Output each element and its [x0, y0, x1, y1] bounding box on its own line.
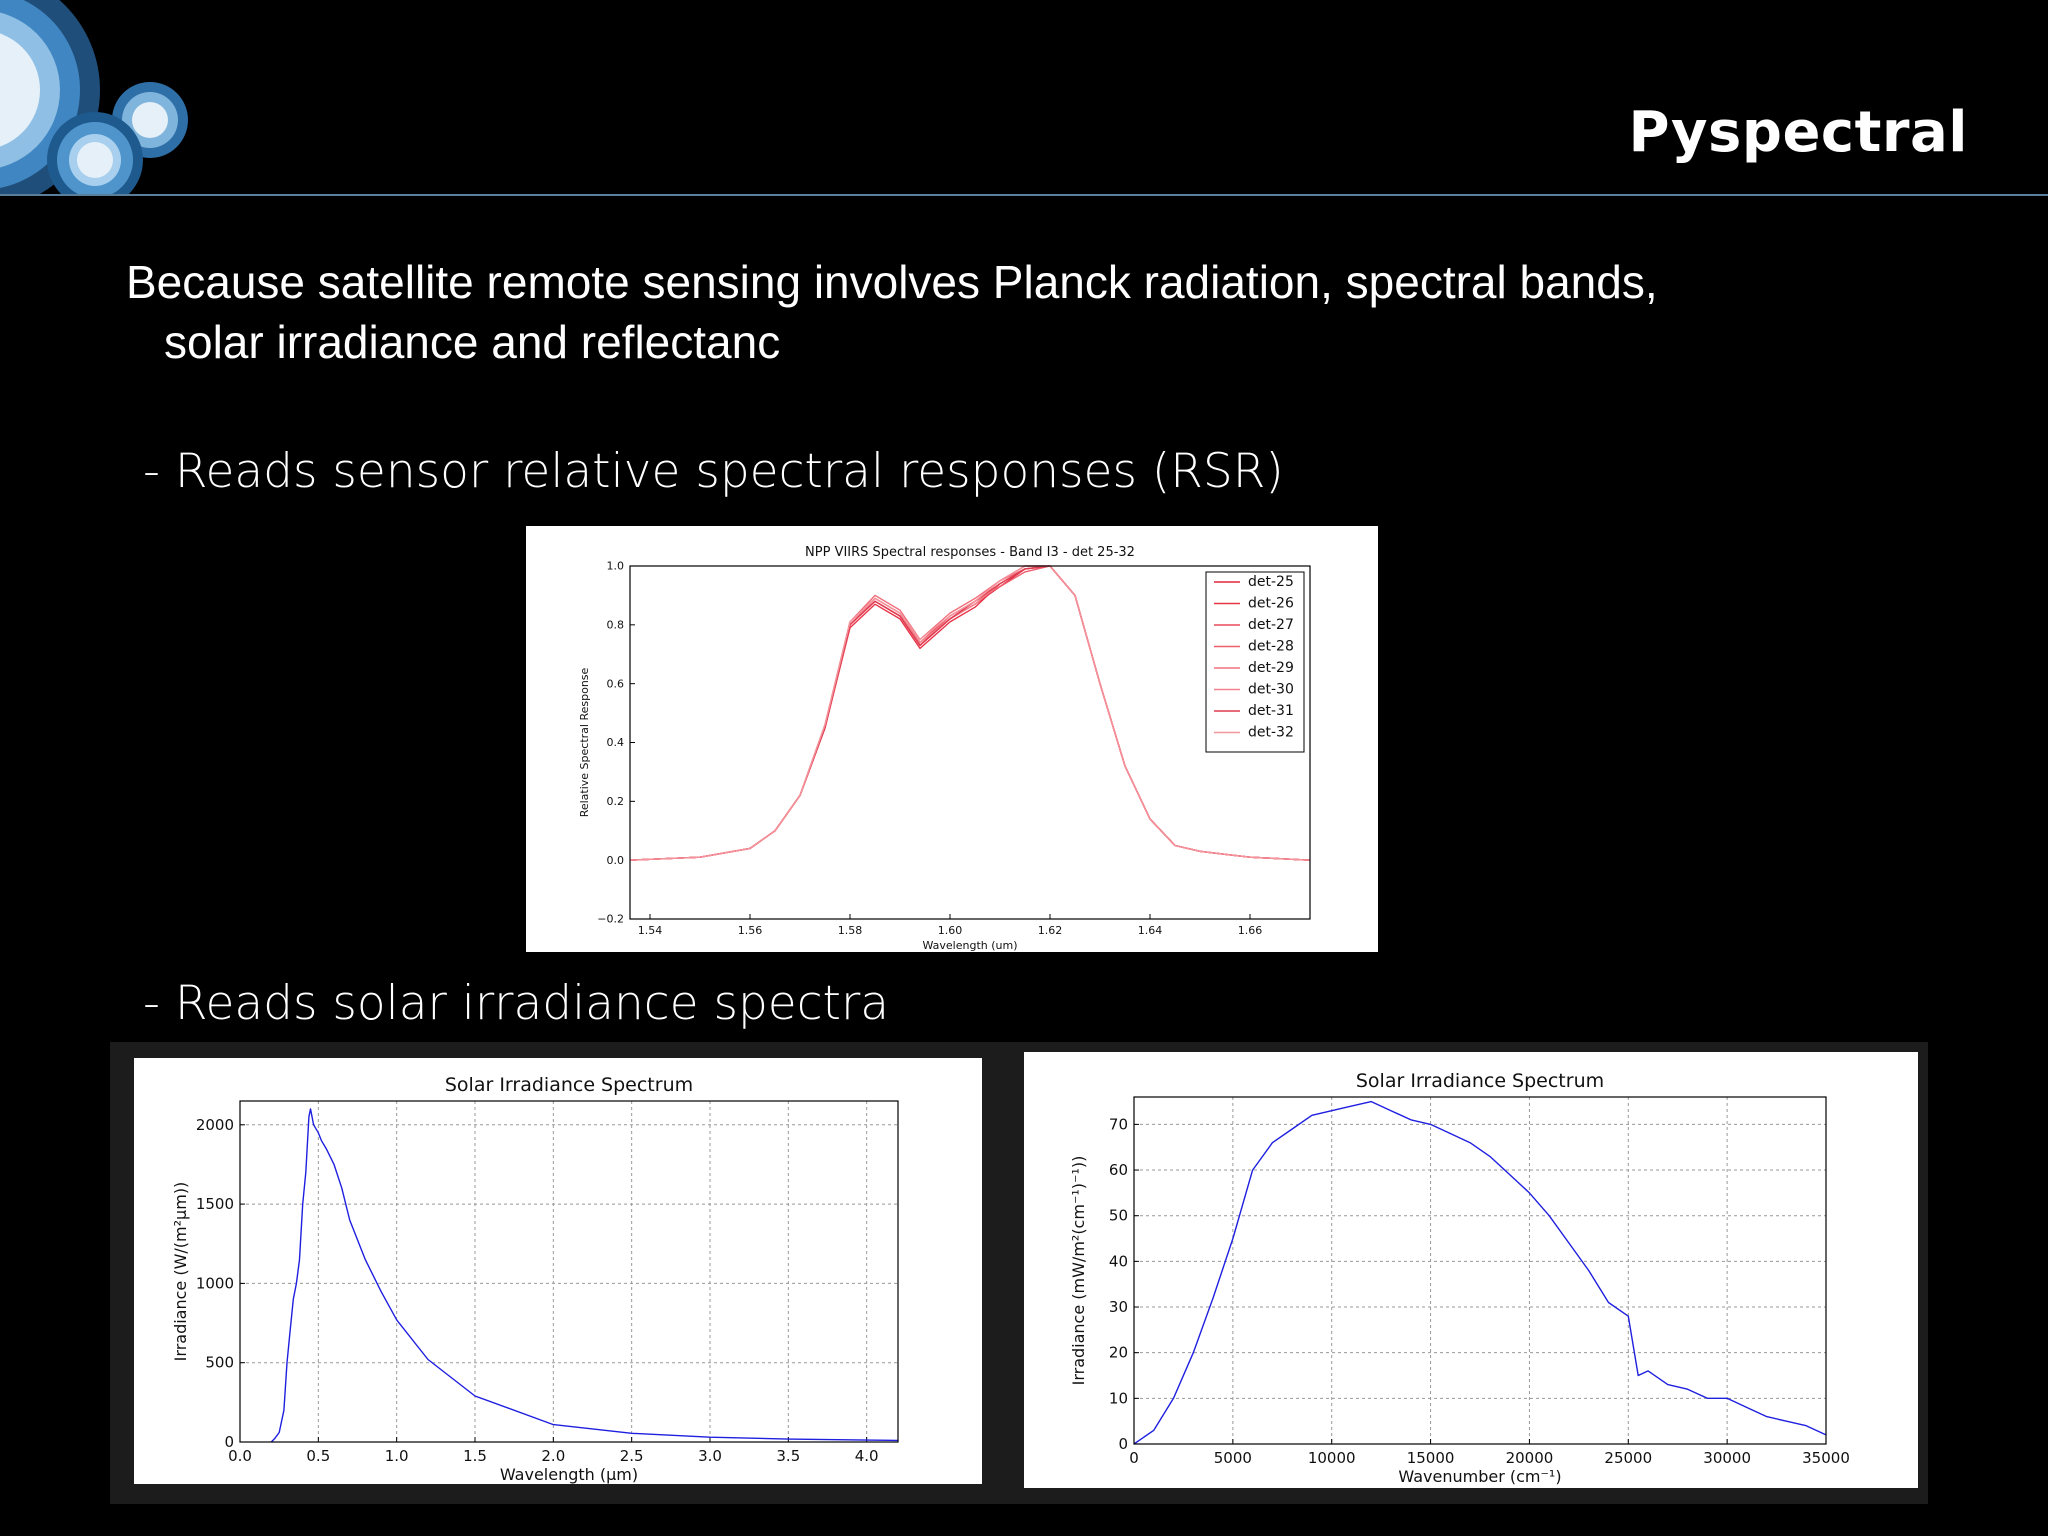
legend-label: det-29 — [1248, 660, 1294, 676]
y-tick-label: 0.4 — [607, 736, 625, 749]
y-tick-label: 2000 — [196, 1116, 234, 1134]
x-tick-label: 3.0 — [698, 1447, 722, 1465]
x-tick-label: 1.54 — [638, 924, 663, 937]
y-tick-label: 1000 — [196, 1274, 234, 1292]
x-tick-label: 0.0 — [228, 1447, 252, 1465]
y-tick-label: 70 — [1109, 1115, 1128, 1133]
concentric-circles-logo — [0, 0, 188, 196]
x-axis-label: Wavenumber (cm⁻¹) — [1398, 1467, 1561, 1486]
y-axis-label: Irradiance (mW/m²(cm⁻¹)⁻¹)) — [1069, 1156, 1088, 1386]
y-tick-label: −0.2 — [597, 913, 624, 926]
solar-wavenumber-chart: Solar Irradiance Spectrum 0 5000 10000 15000… — [1069, 1070, 1850, 1486]
chart-title: Solar Irradiance Spectrum — [445, 1074, 693, 1096]
y-tick-label: 0.2 — [607, 795, 625, 808]
y-tick-label: 0.0 — [607, 854, 625, 867]
bullet-solar: - Reads solar irradiance spectra — [143, 976, 890, 1031]
x-tick-label: 1.60 — [938, 924, 963, 937]
solar-wavelength-figure: Solar Irradiance Spectrum 0.0 0.5 1.0 1.5 2.0… — [134, 1058, 982, 1484]
solar-wavenumber-figure: Solar Irradiance Spectrum 0 5000 10000 15000… — [1024, 1052, 1918, 1488]
x-tick-label: 30000 — [1703, 1449, 1751, 1467]
legend-label: det-32 — [1248, 725, 1294, 741]
legend-label: det-31 — [1248, 703, 1294, 719]
x-tick-label: 1.64 — [1138, 924, 1163, 937]
intro-text: Because satellite remote sensing involve… — [126, 252, 1966, 372]
x-tick-label: 2.5 — [620, 1447, 644, 1465]
y-axis-label: Irradiance (W/(m²μm)) — [171, 1182, 190, 1362]
x-tick-label: 1.0 — [385, 1447, 409, 1465]
slide-title: Pyspectral — [1628, 100, 1968, 165]
x-tick-label: 3.5 — [776, 1447, 800, 1465]
x-tick-label: 20000 — [1506, 1449, 1554, 1467]
x-tick-label: 1.66 — [1238, 924, 1263, 937]
legend-label: det-26 — [1248, 596, 1294, 612]
y-tick-label: 0.8 — [607, 619, 625, 632]
y-tick-label: 50 — [1109, 1207, 1128, 1225]
y-tick-label: 0.6 — [607, 677, 625, 690]
y-tick-label: 1.0 — [607, 560, 625, 573]
x-tick-label: 35000 — [1802, 1449, 1850, 1467]
bullet-rsr: - Reads sensor relative spectral respons… — [143, 444, 1284, 499]
series-line — [629, 565, 1311, 861]
x-axis-label: Wavelength (um) — [922, 939, 1017, 952]
x-tick-label: 1.58 — [838, 924, 863, 937]
plot-frame — [239, 1100, 899, 1443]
series-line — [1133, 1100, 1827, 1445]
rsr-chart: NPP VIIRS Spectral responses - Band I3 -… — [578, 545, 1311, 952]
y-axis-label: Relative Spectral Response — [578, 667, 591, 817]
plot-frame — [1133, 1096, 1827, 1445]
chart-title: NPP VIIRS Spectral responses - Band I3 -… — [805, 545, 1135, 560]
x-tick-label: 1.62 — [1038, 924, 1063, 937]
y-tick-label: 60 — [1109, 1161, 1128, 1179]
x-tick-label: 1.5 — [463, 1447, 487, 1465]
y-tick-label: 10 — [1109, 1389, 1128, 1407]
y-tick-label: 40 — [1109, 1252, 1128, 1270]
x-tick-label: 2.0 — [541, 1447, 565, 1465]
y-tick-label: 30 — [1109, 1298, 1128, 1316]
x-tick-label: 25000 — [1604, 1449, 1652, 1467]
x-tick-label: 15000 — [1407, 1449, 1455, 1467]
x-axis-label: Wavelength (μm) — [500, 1465, 638, 1484]
legend-label: det-25 — [1248, 574, 1294, 590]
rsr-figure: NPP VIIRS Spectral responses - Band I3 -… — [526, 526, 1378, 952]
y-tick-label: 1500 — [196, 1195, 234, 1213]
plot-frame — [629, 565, 1311, 920]
x-tick-label: 0 — [1129, 1449, 1139, 1467]
intro-line-1: Because satellite remote sensing involve… — [126, 256, 1658, 308]
y-tick-label: 20 — [1109, 1344, 1128, 1362]
x-tick-label: 0.5 — [306, 1447, 330, 1465]
x-tick-label: 5000 — [1214, 1449, 1252, 1467]
legend-box — [1205, 571, 1305, 753]
header-divider — [0, 194, 2048, 196]
x-tick-label: 4.0 — [855, 1447, 879, 1465]
x-tick-label: 10000 — [1308, 1449, 1356, 1467]
y-tick-label: 500 — [205, 1354, 234, 1372]
x-tick-label: 1.56 — [738, 924, 763, 937]
chart-title: Solar Irradiance Spectrum — [1356, 1070, 1604, 1092]
legend-label: det-28 — [1248, 639, 1294, 655]
intro-line-2: solar irradiance and reflectanc — [164, 316, 781, 368]
y-tick-label: 0 — [224, 1433, 234, 1451]
series-line — [270, 1108, 899, 1443]
legend-label: det-30 — [1248, 682, 1294, 698]
legend-label: det-27 — [1248, 617, 1294, 633]
solar-wavelength-chart: Solar Irradiance Spectrum 0.0 0.5 1.0 1.5 2.0… — [171, 1074, 899, 1484]
y-tick-label: 0 — [1118, 1435, 1128, 1453]
